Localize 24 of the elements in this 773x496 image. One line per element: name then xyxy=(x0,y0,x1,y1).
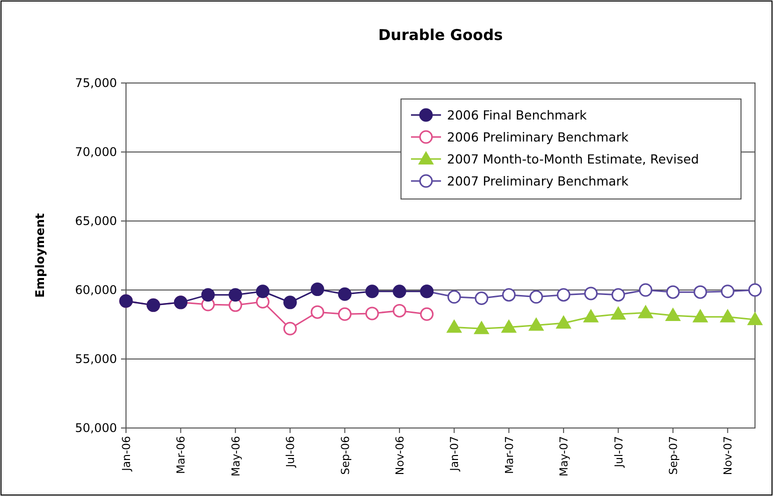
legend-label: 2006 Preliminary Benchmark xyxy=(447,129,630,144)
x-tick-label: Mar-06 xyxy=(174,436,188,474)
x-tick-label: Jul-06 xyxy=(284,436,298,468)
x-tick-label: Nov-06 xyxy=(393,436,406,476)
y-tick-label: 60,000 xyxy=(75,283,117,298)
x-tick-label: Nov-07 xyxy=(722,436,735,476)
x-tick-label: Sep-06 xyxy=(338,436,352,475)
y-tick-label: 55,000 xyxy=(75,352,117,366)
y-axis-title: Employment xyxy=(33,213,47,298)
y-tick-label: 75,000 xyxy=(75,76,117,90)
y-tick-label: 65,000 xyxy=(75,214,117,228)
x-tick-label: May-06 xyxy=(229,436,242,477)
x-tick-label: Jan-06 xyxy=(120,436,133,472)
legend-label: 2006 Final Benchmark xyxy=(447,107,588,122)
chart-title: Durable Goods xyxy=(378,26,503,44)
x-tick-label: May-07 xyxy=(558,436,571,477)
x-tick-label: Mar-07 xyxy=(502,436,516,474)
y-tick-label: 70,000 xyxy=(75,145,117,160)
legend-label: 2007 Preliminary Benchmark xyxy=(447,173,630,188)
x-tick-label: Sep-07 xyxy=(666,436,680,475)
y-tick-label: 50,000 xyxy=(75,421,117,436)
x-tick-label: Jul-07 xyxy=(612,436,626,468)
legend-label: 2007 Month-to-Month Estimate, Revised xyxy=(447,151,699,166)
x-tick-label: Jan-07 xyxy=(448,436,462,472)
